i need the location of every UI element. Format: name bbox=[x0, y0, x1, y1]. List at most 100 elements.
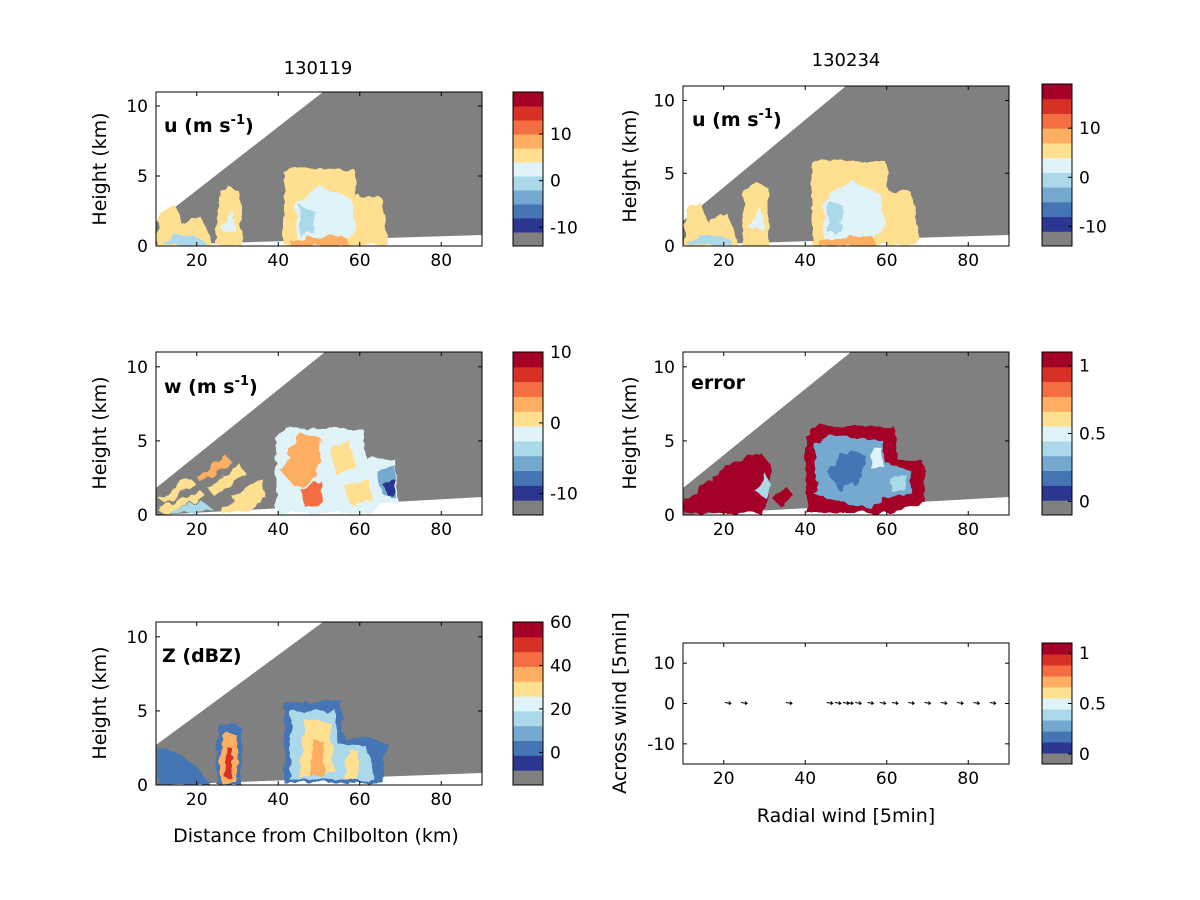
quiver-arrow bbox=[879, 701, 887, 705]
colorbar-swatch bbox=[1042, 352, 1072, 368]
echo-blob bbox=[774, 486, 794, 506]
quiver-arrow bbox=[957, 701, 964, 705]
colorbar-swatch bbox=[513, 120, 543, 135]
field-data bbox=[685, 424, 926, 514]
y-tick-label: 5 bbox=[137, 702, 148, 722]
quiver-arrow bbox=[846, 701, 854, 705]
colorbar: 60 40 20 0 bbox=[512, 613, 572, 786]
colorbar-tick-label: -10 bbox=[550, 485, 578, 505]
echo-blob bbox=[168, 500, 214, 514]
x-tick-label: 80 bbox=[430, 790, 452, 810]
axes: 20 40 60 80 0 5 10 Height (km) bbox=[89, 352, 482, 540]
y-tick-label: -10 bbox=[647, 735, 675, 755]
colorbar-frame bbox=[512, 351, 544, 516]
echo-blob bbox=[870, 448, 884, 470]
colorbar-swatch bbox=[513, 636, 543, 653]
quiver-arrow bbox=[834, 701, 842, 705]
echo-blob bbox=[344, 478, 372, 504]
y-tick-label: 10 bbox=[126, 358, 148, 378]
colorbar-swatch bbox=[1042, 381, 1072, 397]
colorbar-swatch bbox=[513, 426, 543, 442]
x-tick-label: 20 bbox=[713, 520, 735, 540]
quiver-arrow bbox=[724, 701, 732, 705]
colorbar-swatch bbox=[1042, 411, 1072, 427]
colorbar-swatch bbox=[513, 134, 543, 149]
echo-blob bbox=[280, 432, 322, 488]
panel-wind-quiver: 20 40 60 80 100-10 Across wind [5min] Radia… bbox=[609, 612, 1106, 827]
panel-w-130119: 20 40 60 80 0 5 10 Height (km) w (m s-1) 10 0 -… bbox=[89, 343, 578, 540]
x-tick-label: 20 bbox=[713, 769, 735, 789]
echo-blob bbox=[208, 464, 246, 496]
echo-blob bbox=[196, 456, 232, 484]
x-tick-label: 20 bbox=[186, 251, 208, 271]
colorbar-swatch bbox=[1042, 187, 1072, 203]
quiver-markers bbox=[724, 701, 997, 705]
echo-blob bbox=[222, 210, 236, 232]
y-tick-label: 10 bbox=[653, 358, 675, 378]
colorbar: 10 0 -10 bbox=[1041, 83, 1107, 247]
colorbar-tick-label: 1 bbox=[1079, 357, 1090, 377]
colorbar-swatch bbox=[1042, 113, 1072, 129]
colorbar-swatch bbox=[513, 366, 543, 383]
x-tick-label: 60 bbox=[876, 251, 898, 271]
echo-blob bbox=[160, 234, 206, 246]
x-tick-label: 60 bbox=[349, 520, 371, 540]
field-data bbox=[685, 159, 918, 246]
colorbar: 10.50 bbox=[1041, 642, 1106, 765]
panel-label: u (m s-1) bbox=[692, 107, 782, 131]
colorbar-swatch bbox=[1042, 665, 1072, 677]
colorbar-swatch bbox=[1042, 720, 1072, 732]
colorbar-swatch bbox=[1042, 742, 1072, 754]
plot-area bbox=[682, 351, 1010, 516]
echo-blob bbox=[310, 740, 324, 776]
colorbar-tick-label: 0 bbox=[550, 743, 561, 763]
quiver-arrow bbox=[924, 701, 932, 705]
colorbar-tick-label: 0.5 bbox=[1079, 425, 1106, 445]
x-tick-label: 40 bbox=[267, 790, 289, 810]
y-tick-label: 0 bbox=[137, 506, 148, 526]
colorbar-swatch bbox=[1042, 753, 1072, 765]
label-main: u (m s bbox=[164, 115, 231, 137]
colorbar-tick-label: 0.5 bbox=[1079, 695, 1106, 715]
echo-blob bbox=[158, 490, 206, 514]
colorbar-tick-label: 1 bbox=[1079, 644, 1090, 664]
colorbar-swatch bbox=[1042, 455, 1072, 472]
colorbar-swatch bbox=[513, 710, 543, 727]
echo-blob bbox=[300, 480, 324, 508]
colorbar-tick-label: 40 bbox=[550, 656, 572, 676]
panel-label: Z (dBZ) bbox=[162, 645, 242, 667]
quiver-arrow bbox=[989, 701, 997, 705]
x-tick-label: 60 bbox=[349, 251, 371, 271]
panel-label-text: u (m s-1) bbox=[692, 107, 782, 131]
x-axis-label: Distance from Chilbolton (km) bbox=[173, 825, 459, 847]
panel-label-text: w (m s-1) bbox=[164, 374, 258, 398]
colorbar-tick-label: 10 bbox=[550, 125, 572, 145]
quiver-arrow bbox=[855, 701, 863, 705]
colorbar-swatch bbox=[1042, 84, 1072, 100]
panel-Z-130119: 20 40 60 80 0 5 10 Height (km) Distance from … bbox=[89, 613, 572, 847]
echo-blob bbox=[828, 200, 844, 234]
echo-blob bbox=[685, 203, 738, 246]
colorbar-swatch bbox=[513, 218, 543, 233]
y-tick-label: 0 bbox=[664, 237, 675, 257]
y-tick-label: 0 bbox=[137, 776, 148, 796]
colorbar-swatch bbox=[1042, 366, 1072, 383]
colorbar-tick-label: 60 bbox=[550, 613, 572, 633]
echo-blob bbox=[158, 206, 212, 246]
y-axis-label: Height (km) bbox=[619, 376, 641, 489]
x-tick-label: 60 bbox=[876, 520, 898, 540]
colorbar: 10 0 -10 bbox=[512, 343, 578, 516]
x-tick-label: 40 bbox=[267, 520, 289, 540]
colorbar-swatch bbox=[1042, 440, 1072, 457]
y-axis-label: Height (km) bbox=[89, 376, 111, 489]
quiver-arrow bbox=[826, 701, 834, 705]
y-tick-label: 10 bbox=[126, 97, 148, 117]
y-tick-label: 5 bbox=[137, 432, 148, 452]
colorbar-swatch bbox=[513, 681, 543, 697]
y-tick-label: 0 bbox=[664, 695, 675, 715]
colorbar-swatch bbox=[513, 190, 543, 205]
x-tick-label: 40 bbox=[267, 251, 289, 271]
echo-blob bbox=[344, 748, 360, 780]
label-end: ) bbox=[249, 376, 258, 398]
echo-blob bbox=[818, 236, 876, 246]
